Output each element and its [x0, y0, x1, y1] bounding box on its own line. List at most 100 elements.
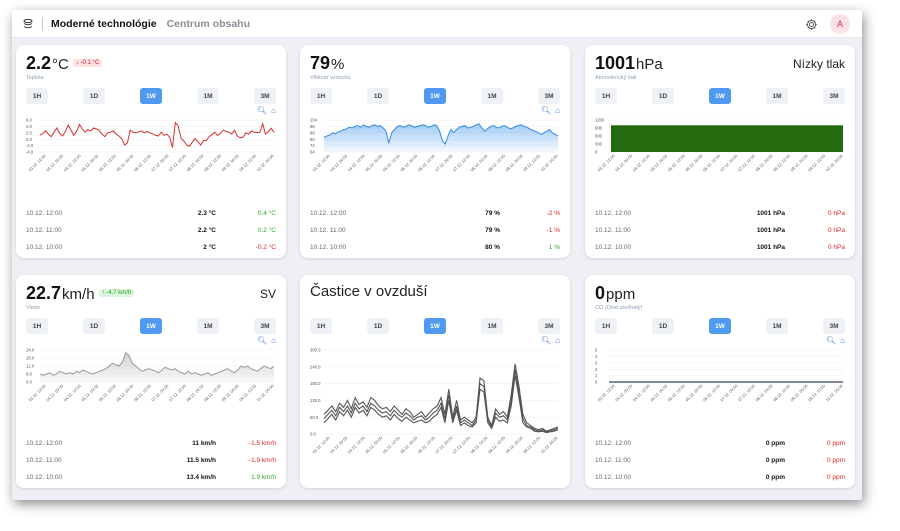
x-tick-label: 10.12. 00:00 — [255, 153, 275, 173]
app-title: Moderné technológie — [51, 17, 157, 30]
row-value: 11.5 km/h — [186, 457, 216, 464]
y-tick-label: 60.0 — [310, 415, 319, 420]
range-selector: 1H 1D 1W 1M 3M — [26, 318, 276, 334]
range-button-1m[interactable]: 1M — [481, 88, 503, 104]
range-button-3m[interactable]: 3M — [254, 88, 276, 104]
y-tick-label: 120.0 — [310, 398, 321, 403]
row-delta: -2 % — [546, 210, 560, 217]
row-delta: 0 hPa — [828, 244, 845, 251]
wind-unit: km/h — [62, 286, 95, 303]
range-button-1m[interactable]: 1M — [197, 88, 219, 104]
table-row: 10.12. 11:00 1001 hPa 0 hPa — [595, 222, 845, 239]
home-reset-icon[interactable]: ⌂ — [271, 336, 276, 345]
range-button-3m[interactable]: 3M — [823, 88, 845, 104]
wind-card: 22.7km/h ↑ -4.7 km/h Vietor SV 1H 1D 1W 1M 3M… — [16, 275, 286, 488]
table-row: 10.12. 10:00 0 ppm 0 ppm — [595, 469, 845, 486]
user-avatar[interactable]: A — [830, 14, 850, 34]
range-button-1h[interactable]: 1H — [26, 88, 48, 104]
temperature-value: 2.2 — [26, 53, 52, 73]
settings-gear-icon[interactable] — [805, 18, 818, 31]
home-reset-icon[interactable]: ⌂ — [555, 106, 560, 115]
range-button-3m[interactable]: 3M — [538, 88, 560, 104]
app-logo-icon[interactable] — [22, 18, 34, 30]
pressure-value: 1001 — [595, 53, 636, 73]
temperature-trend-badge: ↓ -0.1 °C — [72, 59, 103, 67]
y-tick-label: 240.0 — [310, 364, 321, 369]
zoom-icon[interactable]: 🔍︎ — [257, 336, 268, 345]
pressure-label: Atmosferický tlak — [595, 75, 637, 81]
row-delta: -1.9 km/h — [248, 457, 276, 464]
range-button-1m[interactable]: 1M — [481, 318, 503, 334]
home-reset-icon[interactable]: ⌂ — [271, 106, 276, 115]
row-delta: 0 ppm — [826, 474, 845, 481]
range-button-1d[interactable]: 1D — [367, 318, 389, 334]
y-tick-label: 900 — [595, 126, 603, 131]
row-time: 10.12. 11:00 — [26, 227, 62, 234]
zoom-icon[interactable]: 🔍︎ — [257, 106, 268, 115]
y-tick-label: 0 — [595, 150, 598, 155]
range-button-1d[interactable]: 1D — [652, 88, 674, 104]
y-tick-label: 88 — [310, 130, 315, 135]
zoom-icon[interactable]: 🔍︎ — [541, 336, 552, 345]
range-button-3m[interactable]: 3M — [823, 318, 845, 334]
row-time: 10.12. 10:00 — [595, 244, 632, 251]
row-value: 1001 hPa — [756, 227, 785, 234]
range-button-3m[interactable]: 3M — [254, 318, 276, 334]
humidity-value: 79 — [310, 53, 331, 73]
range-button-1m[interactable]: 1M — [197, 318, 219, 334]
range-button-3m[interactable]: 3M — [538, 318, 560, 334]
content-center-link[interactable]: Centrum obsahu — [166, 17, 251, 30]
row-value: 1001 hPa — [756, 210, 785, 217]
row-value: 2.2 °C — [197, 227, 216, 234]
range-button-1d[interactable]: 1D — [652, 318, 674, 334]
history-table: 10.12. 12:00 1001 hPa 0 hPa 10.12. 11:00 100… — [595, 205, 845, 256]
x-tick-label: 10.12. 00:00 — [539, 153, 559, 173]
range-button-1h[interactable]: 1H — [26, 318, 48, 334]
y-tick-label: 2 — [595, 367, 598, 372]
humidity-card: 79% Vlhkosť vzduchu 1H 1D 1W 1M 3M 🔍︎ ⌂ 104 96… — [300, 45, 570, 258]
range-button-1w[interactable]: 1W — [140, 318, 162, 334]
zoom-icon[interactable]: 🔍︎ — [826, 336, 837, 345]
table-row: 10.12. 12:00 2.3 °C 0.4 °C — [26, 205, 276, 222]
x-tick-label: 10.12. 00:00 — [824, 383, 844, 403]
series-line — [39, 121, 275, 148]
table-row: 10.12. 12:00 1001 hPa 0 hPa — [595, 205, 845, 222]
table-row: 10.12. 11:00 79 % -1 % — [310, 222, 560, 239]
y-tick-label: 0.0 — [26, 380, 32, 385]
range-button-1w[interactable]: 1W — [424, 88, 446, 104]
x-tick-label: 10.12. 00:00 — [539, 435, 559, 455]
range-button-1m[interactable]: 1M — [766, 88, 788, 104]
range-button-1w[interactable]: 1W — [709, 88, 731, 104]
row-time: 10.12. 10:00 — [310, 244, 347, 251]
range-button-1d[interactable]: 1D — [83, 318, 105, 334]
pressure-bar — [611, 125, 843, 152]
row-time: 10.12. 10:00 — [26, 474, 63, 481]
row-time: 10.12. 11:00 — [310, 227, 346, 234]
row-value: 0 ppm — [765, 474, 785, 481]
table-row: 10.12. 12:00 79 % -2 % — [310, 205, 560, 222]
range-button-1h[interactable]: 1H — [595, 318, 617, 334]
range-button-1m[interactable]: 1M — [766, 318, 788, 334]
y-tick-label: 1200 — [595, 118, 605, 123]
range-selector: 1H 1D 1W 1M 3M — [595, 318, 845, 334]
row-time: 10.12. 12:00 — [26, 210, 63, 217]
row-value: 11 km/h — [192, 440, 216, 447]
wind-label: Vietor — [26, 305, 41, 311]
range-button-1h[interactable]: 1H — [310, 318, 332, 334]
zoom-icon[interactable]: 🔍︎ — [541, 106, 552, 115]
home-reset-icon[interactable]: ⌂ — [555, 336, 560, 345]
home-reset-icon[interactable]: ⌂ — [840, 336, 845, 345]
row-time: 10.12. 11:00 — [595, 227, 631, 234]
range-button-1w[interactable]: 1W — [709, 318, 731, 334]
range-button-1d[interactable]: 1D — [367, 88, 389, 104]
range-button-1d[interactable]: 1D — [83, 88, 105, 104]
range-button-1h[interactable]: 1H — [595, 88, 617, 104]
table-row: 10.12. 10:00 1001 hPa 0 hPa — [595, 239, 845, 256]
range-button-1w[interactable]: 1W — [424, 318, 446, 334]
range-button-1w[interactable]: 1W — [140, 88, 162, 104]
pressure-unit: hPa — [636, 56, 663, 73]
y-tick-label: 5 — [595, 348, 598, 353]
range-button-1h[interactable]: 1H — [310, 88, 332, 104]
